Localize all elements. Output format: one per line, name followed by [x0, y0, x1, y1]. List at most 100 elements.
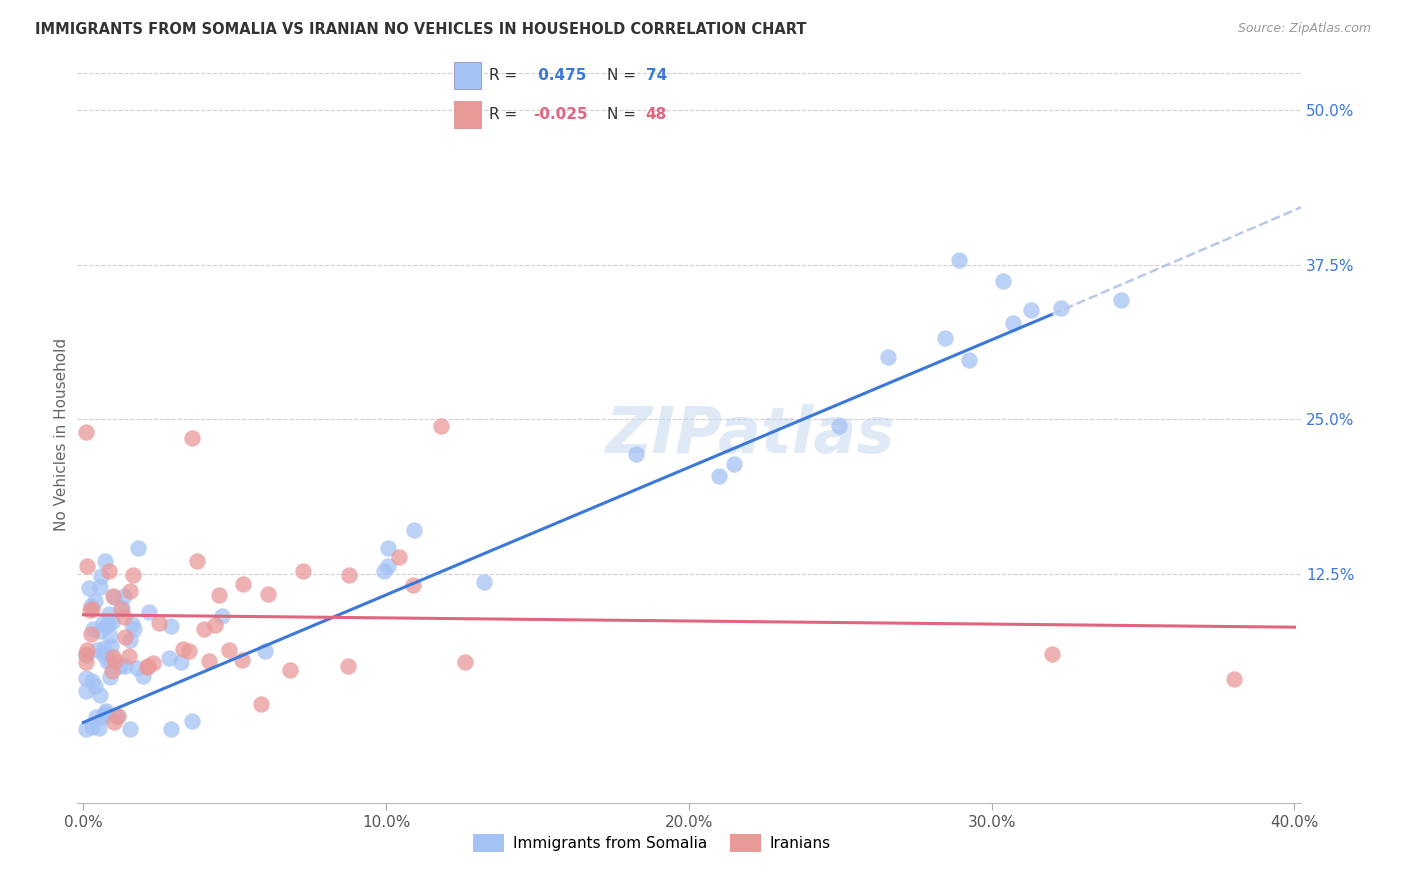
Point [75, 655, 97, 669]
Point [114, 659, 136, 673]
Point [1049, 301, 1071, 316]
Point [148, 616, 170, 631]
Point [82, 720, 104, 734]
Point [91, 710, 114, 724]
Point [117, 648, 139, 663]
Point [707, 469, 730, 483]
Point [91, 615, 114, 630]
Point [105, 708, 128, 723]
Point [430, 418, 453, 433]
Point [472, 575, 495, 590]
Point [1109, 293, 1132, 307]
Point [89, 581, 111, 595]
Point [934, 331, 956, 345]
Point [198, 655, 221, 669]
Point [204, 618, 226, 632]
Point [97, 616, 120, 631]
Point [138, 605, 160, 619]
Point [118, 722, 141, 736]
Point [77, 582, 100, 596]
Point [250, 697, 273, 711]
Point [159, 650, 181, 665]
Point [76, 559, 98, 574]
Point [111, 601, 134, 615]
Point [80, 602, 103, 616]
Text: 48: 48 [645, 107, 666, 122]
Point [80, 674, 103, 689]
Point [101, 615, 124, 629]
Point [948, 252, 970, 267]
Point [93, 641, 115, 656]
Point [231, 653, 253, 667]
Point [125, 661, 148, 675]
Text: -0.025: -0.025 [533, 107, 588, 122]
Point [127, 541, 149, 556]
Point [120, 633, 142, 648]
Point [107, 709, 129, 723]
Point [402, 578, 425, 592]
Point [112, 589, 135, 603]
Point [120, 584, 142, 599]
Point [91, 647, 114, 661]
Point [75, 722, 97, 736]
Point [1223, 672, 1246, 686]
Point [94, 706, 117, 721]
Point [96, 618, 118, 632]
Point [98, 669, 121, 683]
Point [254, 644, 277, 658]
Point [89, 721, 111, 735]
Point [723, 457, 745, 471]
Point [388, 550, 411, 565]
Point [122, 623, 145, 637]
Text: ZIPatlas: ZIPatlas [606, 404, 894, 466]
Point [131, 668, 153, 682]
Point [103, 650, 125, 665]
Text: R =: R = [489, 68, 517, 83]
Point [1040, 648, 1063, 662]
Point [89, 624, 111, 638]
Point [75, 671, 97, 685]
Text: N =: N = [607, 68, 637, 83]
Point [169, 655, 191, 669]
Point [211, 608, 233, 623]
Point [97, 652, 120, 666]
Y-axis label: No Vehicles in Household: No Vehicles in Household [53, 338, 69, 532]
Point [624, 447, 647, 461]
Point [193, 622, 215, 636]
Point [291, 564, 314, 578]
Point [142, 656, 165, 670]
Point [159, 619, 181, 633]
Point [76, 642, 98, 657]
Point [172, 641, 194, 656]
FancyBboxPatch shape [454, 62, 481, 89]
Text: 0.475: 0.475 [533, 68, 586, 83]
Point [96, 654, 118, 668]
Point [1002, 316, 1025, 330]
Point [75, 425, 97, 439]
Point [84, 709, 107, 723]
FancyBboxPatch shape [454, 101, 481, 128]
Point [82, 622, 104, 636]
Point [75, 648, 97, 662]
Point [103, 590, 125, 604]
Point [104, 654, 127, 668]
Point [121, 616, 143, 631]
Point [181, 714, 204, 728]
Point [75, 683, 97, 698]
Point [1019, 303, 1042, 318]
Text: N =: N = [607, 107, 637, 122]
Point [89, 688, 111, 702]
Point [110, 601, 132, 615]
Point [404, 523, 426, 537]
Point [121, 568, 143, 582]
Point [278, 663, 301, 677]
Point [101, 590, 124, 604]
Point [256, 587, 278, 601]
Point [377, 541, 399, 555]
Point [159, 722, 181, 736]
Point [377, 558, 399, 573]
Text: IMMIGRANTS FROM SOMALIA VS IRANIAN NO VEHICLES IN HOUSEHOLD CORRELATION CHART: IMMIGRANTS FROM SOMALIA VS IRANIAN NO VE… [35, 22, 807, 37]
Point [177, 644, 200, 658]
Point [114, 630, 136, 644]
Point [83, 593, 105, 607]
